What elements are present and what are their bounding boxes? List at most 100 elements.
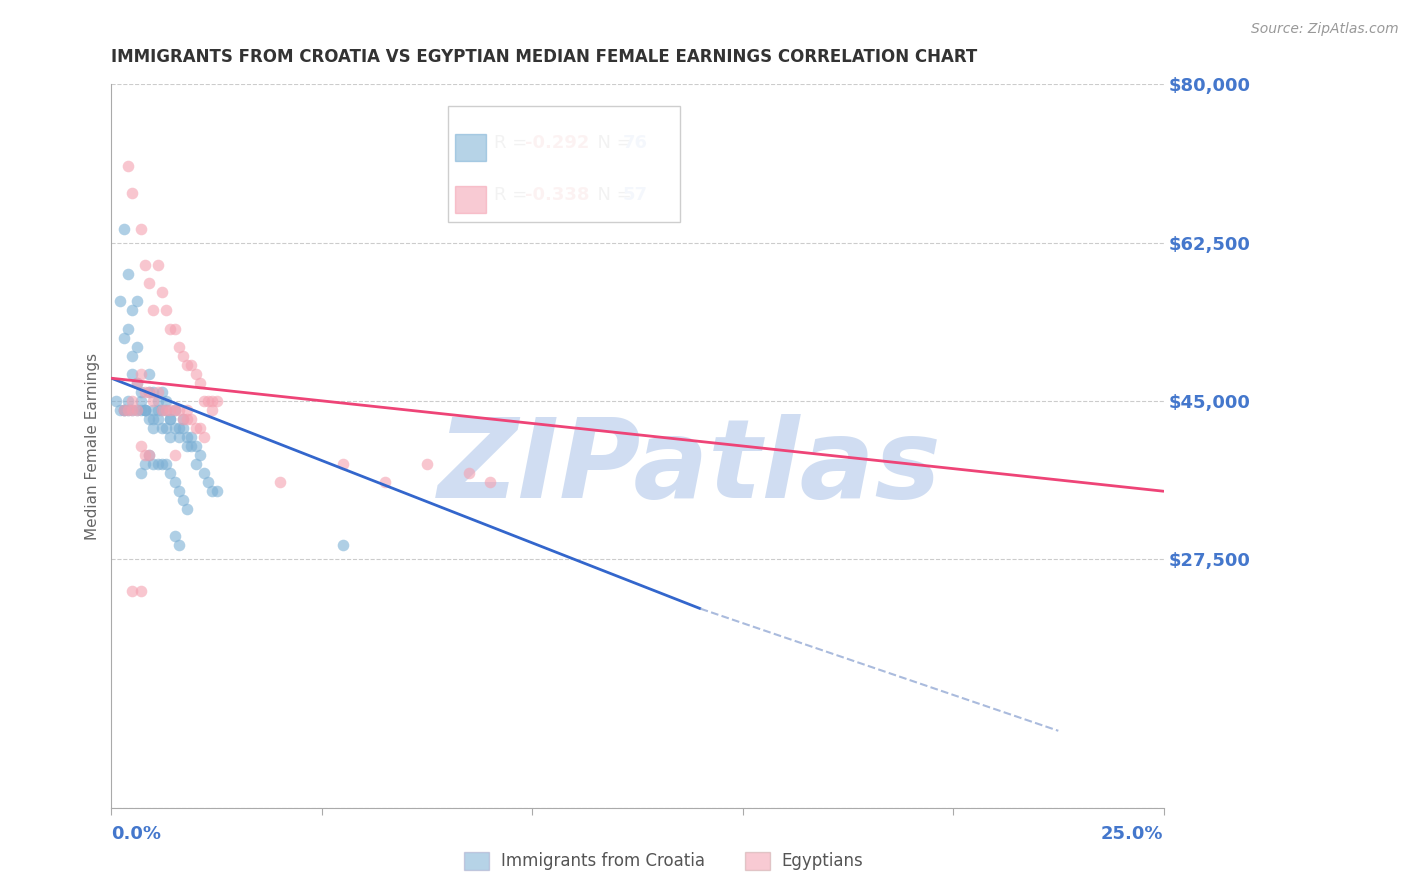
Point: [163, 402, 186, 417]
Point: [176, 412, 198, 426]
Point: [134, 402, 156, 417]
Point: [117, 402, 139, 417]
Point: [159, 412, 181, 426]
Point: [129, 393, 152, 408]
Point: [167, 340, 190, 354]
Point: [142, 402, 165, 417]
Point: [129, 402, 152, 417]
Text: R =: R =: [495, 134, 533, 153]
Point: [138, 448, 160, 462]
Point: [121, 402, 143, 417]
Point: [121, 349, 143, 363]
Point: [150, 384, 173, 399]
Point: [134, 457, 156, 471]
Point: [146, 457, 169, 471]
Point: [479, 475, 502, 490]
Point: [125, 376, 148, 390]
Point: [129, 222, 152, 236]
Point: [150, 457, 173, 471]
Point: [129, 384, 152, 399]
Point: [138, 367, 160, 381]
Point: [458, 466, 481, 480]
Point: [172, 412, 194, 426]
Point: [155, 421, 177, 435]
Point: [117, 402, 139, 417]
Text: ZIPatlas: ZIPatlas: [439, 414, 942, 521]
Text: 76: 76: [623, 134, 647, 153]
Point: [167, 539, 190, 553]
Point: [150, 285, 173, 300]
Point: [121, 393, 143, 408]
Point: [150, 402, 173, 417]
Text: Source: ZipAtlas.com: Source: ZipAtlas.com: [1251, 22, 1399, 37]
Point: [112, 402, 135, 417]
Point: [125, 340, 148, 354]
Point: [108, 402, 131, 417]
Point: [146, 393, 169, 408]
Point: [184, 457, 207, 471]
Text: N =: N =: [586, 134, 637, 153]
Point: [167, 421, 190, 435]
Point: [416, 457, 439, 471]
Point: [134, 384, 156, 399]
Point: [125, 376, 148, 390]
Point: [176, 358, 198, 372]
Text: Immigrants from Croatia: Immigrants from Croatia: [501, 852, 704, 870]
Point: [134, 448, 156, 462]
Point: [188, 448, 211, 462]
Point: [121, 303, 143, 318]
Point: [155, 457, 177, 471]
Text: IMMIGRANTS FROM CROATIA VS EGYPTIAN MEDIAN FEMALE EARNINGS CORRELATION CHART: IMMIGRANTS FROM CROATIA VS EGYPTIAN MEDI…: [111, 48, 977, 66]
Point: [176, 430, 198, 444]
Point: [146, 258, 169, 272]
Point: [142, 421, 165, 435]
Point: [176, 439, 198, 453]
Text: N =: N =: [586, 186, 637, 204]
Point: [163, 529, 186, 543]
Point: [193, 393, 215, 408]
Point: [121, 367, 143, 381]
Point: [163, 421, 186, 435]
Point: [129, 583, 152, 598]
Point: [180, 358, 202, 372]
Y-axis label: Median Female Earnings: Median Female Earnings: [86, 352, 100, 540]
Point: [129, 439, 152, 453]
Point: [172, 493, 194, 508]
Point: [184, 367, 207, 381]
Point: [163, 402, 186, 417]
Point: [172, 421, 194, 435]
Point: [134, 402, 156, 417]
Point: [188, 421, 211, 435]
Point: [193, 466, 215, 480]
Point: [117, 267, 139, 281]
Point: [184, 421, 207, 435]
Point: [167, 402, 190, 417]
Point: [163, 475, 186, 490]
Point: [205, 393, 228, 408]
Point: [138, 277, 160, 291]
Point: [167, 430, 190, 444]
Point: [197, 475, 219, 490]
Point: [159, 430, 181, 444]
Point: [121, 186, 143, 200]
Text: Egyptians: Egyptians: [782, 852, 863, 870]
Point: [172, 412, 194, 426]
Text: 0.0%: 0.0%: [111, 825, 162, 843]
Text: 25.0%: 25.0%: [1101, 825, 1164, 843]
Point: [205, 484, 228, 499]
Point: [332, 539, 354, 553]
Point: [138, 448, 160, 462]
Point: [138, 384, 160, 399]
Point: [159, 402, 181, 417]
Point: [193, 430, 215, 444]
Point: [108, 294, 131, 309]
Point: [184, 439, 207, 453]
Point: [159, 466, 181, 480]
Point: [150, 421, 173, 435]
Point: [155, 303, 177, 318]
Point: [146, 384, 169, 399]
Point: [201, 402, 224, 417]
Point: [125, 402, 148, 417]
Point: [159, 321, 181, 335]
Point: [142, 303, 165, 318]
